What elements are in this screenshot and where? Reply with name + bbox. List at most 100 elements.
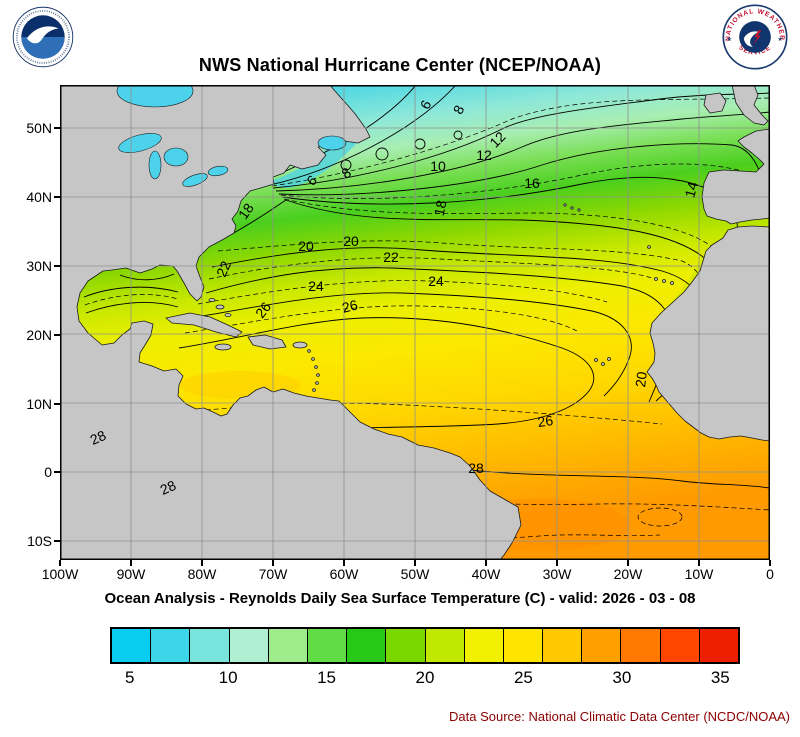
y-axis-tick <box>54 403 60 405</box>
noaa-gull-icon <box>26 26 59 44</box>
contour-label: 14 <box>681 180 701 199</box>
y-axis-tick <box>54 127 60 129</box>
y-axis-label: 10N <box>26 396 52 412</box>
y-axis-tick <box>54 196 60 198</box>
x-axis-label: 40W <box>471 566 501 582</box>
nws-logo: NATIONAL WEATHER SERVICE ★ ★ <box>722 4 788 70</box>
colorbar-segment <box>699 629 738 662</box>
contour-label: 22 <box>383 249 399 265</box>
map-caption: Ocean Analysis - Reynolds Daily Sea Surf… <box>104 590 696 607</box>
contour-label: 26 <box>340 296 359 315</box>
noaa-logo-ring-text <box>16 10 70 64</box>
y-axis-tick <box>54 471 60 473</box>
island-antilles <box>307 349 311 353</box>
island-cuba <box>165 312 243 338</box>
nws-cloud-icon <box>743 31 760 47</box>
colorbar-segment <box>386 629 426 662</box>
colorbar-segment <box>151 629 191 662</box>
contour-label: 20 <box>343 233 359 249</box>
contour-label: 22 <box>213 258 234 279</box>
island-antilles <box>314 365 318 369</box>
island-azores <box>577 208 581 212</box>
x-axis-label: 80W <box>187 566 217 582</box>
nws-star-left-icon: ★ <box>727 36 732 43</box>
island-canary <box>670 281 674 285</box>
contour-label: 24 <box>428 273 444 289</box>
graticule <box>60 85 770 560</box>
x-axis-tick <box>59 560 61 566</box>
page-title: NWS National Hurricane Center (NCEP/NOAA… <box>198 55 602 75</box>
temperature-colorbar <box>110 627 740 664</box>
colorbar-segment <box>307 629 348 662</box>
contour-label: 28 <box>88 427 109 448</box>
contour-label: 24 <box>308 278 324 294</box>
colorbar-tick-label: 5 <box>124 668 135 687</box>
colorbar-segment <box>464 629 504 662</box>
x-axis-label: 20W <box>613 566 643 582</box>
island-bahamas <box>208 298 216 302</box>
island-cape-verde <box>607 357 611 361</box>
contour-label: 12 <box>476 147 492 163</box>
contour-label: 20 <box>298 238 314 254</box>
island-bahamas <box>224 313 232 317</box>
x-axis-label: 0 <box>766 566 774 582</box>
colorbar-tick-label: 35 <box>710 668 730 687</box>
y-axis-tick <box>54 540 60 542</box>
x-axis-label: 30W <box>542 566 572 582</box>
contour-label: 28 <box>468 460 484 476</box>
island-azores <box>563 203 567 207</box>
colorbar-tick-label: 15 <box>317 668 337 687</box>
contour-label: 18 <box>431 198 450 217</box>
colorbar-tick-label: 20 <box>415 668 435 687</box>
island-canary <box>654 277 658 281</box>
sst-map: 6 8 12 10 12 16 18 8 6 18 14 20 20 22 22 24 24 26 26 20 26 28… <box>60 85 770 560</box>
x-axis-label: 60W <box>329 566 359 582</box>
x-axis-label: 10W <box>684 566 714 582</box>
x-axis-label: 70W <box>258 566 288 582</box>
island-canary <box>662 279 666 283</box>
island-hispaniola <box>247 334 287 350</box>
x-axis-tick <box>556 560 558 566</box>
x-axis-tick <box>343 560 345 566</box>
colorbar-tick-label: 30 <box>612 668 632 687</box>
land-masses <box>60 85 770 560</box>
island-bermuda <box>308 248 312 252</box>
island-antilles <box>311 357 315 361</box>
x-axis-tick <box>201 560 203 566</box>
colorbar-segment <box>660 629 700 662</box>
island-antilles <box>312 388 316 392</box>
colorbar-segment <box>582 629 622 662</box>
x-axis-tick <box>627 560 629 566</box>
colorbar-segment <box>543 629 583 662</box>
y-axis-tick <box>54 265 60 267</box>
contour-label: 28 <box>158 477 179 498</box>
land-ireland <box>703 92 727 114</box>
x-axis-tick <box>698 560 700 566</box>
x-axis-tick <box>769 560 771 566</box>
y-axis-label: 20N <box>26 327 52 343</box>
noaa-logo <box>12 6 74 68</box>
land-africa <box>646 225 770 442</box>
map-frame <box>60 85 770 560</box>
contour-label: 10 <box>430 158 446 174</box>
island-puerto-rico <box>292 341 308 349</box>
island-bahamas <box>215 304 225 310</box>
colorbar-segment <box>112 629 152 662</box>
contour-label: 20 <box>632 370 650 388</box>
x-axis-tick <box>272 560 274 566</box>
land-europe <box>701 128 770 225</box>
contour-label: 16 <box>524 175 540 191</box>
x-axis-label: 90W <box>116 566 146 582</box>
colorbar-segment <box>621 629 661 662</box>
y-axis-label: 40N <box>26 189 52 205</box>
colorbar-segment <box>190 629 230 662</box>
y-axis-label: 30N <box>26 258 52 274</box>
land-britain <box>731 85 769 126</box>
island-azores <box>570 206 574 210</box>
x-axis-tick <box>414 560 416 566</box>
y-axis-label: 50N <box>26 120 52 136</box>
y-axis-label: 0 <box>44 464 52 480</box>
colorbar-segment <box>425 629 465 662</box>
